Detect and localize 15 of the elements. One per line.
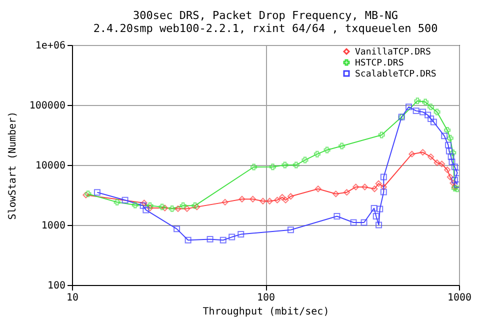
legend-label: HSTCP.DRS [355,58,404,68]
y-tick-label: 10000 [35,160,66,172]
y-tick-label: 100 [47,280,66,292]
chart-title: 300sec DRS, Packet Drop Frequency, MB-NG [133,9,398,22]
chart-subtitle: 2.4.20smp web100-2.2.1, rxint 64/64 , txqueuelen 500 [93,22,438,35]
y-tick-label: 1000 [41,220,66,232]
x-tick-label: 100 [256,292,276,304]
y-axis-title: SlowStart (Number) [7,111,18,220]
x-tick-label: 1000 [447,292,472,304]
legend-label: VanillaTCP.DRS [355,48,431,58]
x-axis-title: Throughput (mbit/sec) [202,306,330,318]
y-tick-label: 1e+06 [35,40,66,52]
legend-label: ScalableTCP.DRS [355,70,436,80]
x-tick-label: 10 [66,292,79,304]
y-tick-label: 100000 [29,100,66,112]
